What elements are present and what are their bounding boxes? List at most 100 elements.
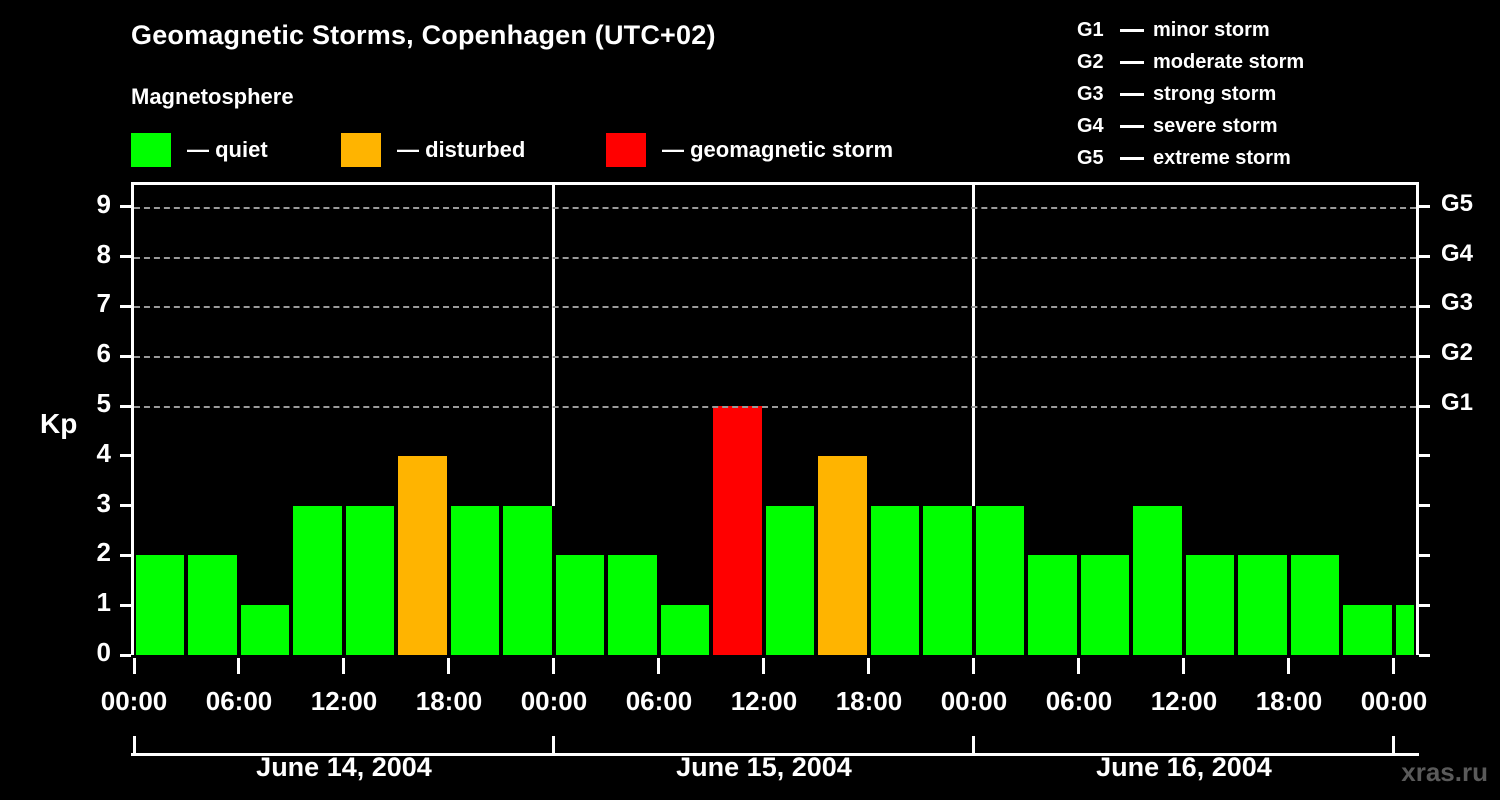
date-label-1: June 15, 2004: [676, 752, 852, 782]
legend-entry-geomagnetic-storm: — geomagnetic storm: [606, 131, 893, 169]
y-tick-3: [120, 504, 131, 508]
y-tick-label-4: 4: [96, 437, 111, 468]
bar-3: [293, 505, 342, 655]
g-axis-label-g4: G4: [1441, 239, 1474, 267]
g-axis-line: [1416, 182, 1419, 655]
x-tick-10: [1182, 658, 1186, 674]
bar-10: [660, 605, 710, 655]
g-legend-dash-icon: [1120, 28, 1144, 32]
g-legend-text: severe storm: [1153, 114, 1278, 137]
gridline-kp-8: [134, 256, 1416, 259]
g-legend-text: moderate storm: [1153, 50, 1305, 73]
g-legend-row-g1: G1 minor storm: [1077, 14, 1304, 46]
y-tick-7: [120, 304, 131, 308]
bar-partial-last: [1395, 605, 1414, 655]
g-legend-text: minor storm: [1153, 18, 1270, 41]
date-labels: June 14, 2004 June 15, 2004 June 16, 2004: [131, 752, 1419, 792]
bar-11: [713, 406, 762, 655]
day-divider-2: [972, 182, 976, 506]
gridline-kp-9: [134, 206, 1416, 209]
g-axis-label-g3: G3: [1441, 289, 1474, 317]
x-axis-labels: 00:00 06:00 12:00 18:00 00:00 06:00 12:00 18:00…: [0, 686, 1500, 720]
y-tick-6: [120, 354, 131, 358]
g-legend-code: G4: [1077, 114, 1104, 137]
bar-9: [608, 555, 657, 655]
y-tick-label-7: 7: [96, 288, 111, 319]
y-tick-label-8: 8: [96, 238, 111, 269]
g-legend-text: strong storm: [1153, 82, 1277, 105]
g-scale-legend: G1 minor storm G2 moderate storm G3 strong st…: [1077, 14, 1304, 174]
bar-18: [1080, 555, 1130, 655]
gridline-kp-7: [134, 306, 1416, 309]
legend-swatch-geomagnetic-storm-icon: [606, 133, 646, 167]
date-bracket-tick-2: [972, 736, 976, 756]
bar-15: [923, 505, 972, 655]
g-legend-row-g3: G3 strong storm: [1077, 78, 1304, 110]
x-tick-6: [762, 658, 766, 674]
x-tick-label-6: 12:00: [730, 686, 798, 716]
x-tick-label-5: 06:00: [625, 686, 693, 716]
x-tick-label-0: 00:00: [100, 686, 168, 716]
y-tick-9: [120, 205, 131, 209]
y-tick-0: [120, 653, 131, 657]
y-tick-label-0: 0: [96, 637, 111, 667]
g-axis-tick-kp-9: [1419, 205, 1430, 209]
g-legend-code: G2: [1077, 50, 1104, 73]
x-tick-label-4: 00:00: [520, 686, 588, 716]
legend-label: — geomagnetic storm: [662, 137, 894, 162]
g-legend-code: G3: [1077, 82, 1104, 105]
g-axis-tick-kp-6: [1419, 354, 1430, 358]
plot-area: 0 1 2 3 4 5 6 7 8 9 G1 G2 G3 G4 G5: [97, 182, 1473, 667]
bar-22: [1290, 555, 1340, 655]
g-legend-text: extreme storm: [1153, 146, 1291, 169]
date-bracket-line: [131, 753, 1419, 756]
g-axis-tick-kp-5: [1419, 404, 1430, 408]
plot-border-top: [131, 182, 1419, 185]
y-tick-label-1: 1: [96, 587, 111, 618]
x-axis-ticks: [131, 658, 1419, 674]
x-tick-3: [447, 658, 451, 674]
y-tick-label-9: 9: [96, 188, 111, 219]
g-axis-label-g2: G2: [1441, 339, 1474, 367]
bar-12: [765, 505, 815, 655]
g-legend-code: G5: [1077, 146, 1104, 169]
y-axis-line: [131, 182, 134, 655]
x-tick-8: [972, 658, 976, 674]
day-divider-1: [552, 182, 556, 506]
g-legend-dash-icon: [1120, 60, 1144, 64]
y-tick-label-5: 5: [96, 388, 111, 419]
g-axis-tick-kp-7: [1419, 304, 1430, 308]
bar-20: [1185, 555, 1235, 655]
g-legend-row-g2: G2 moderate storm: [1077, 46, 1304, 78]
y-tick-4: [120, 454, 131, 458]
gridline-kp-6: [134, 356, 1416, 359]
legend-swatch-quiet-icon: [131, 133, 171, 167]
x-tick-label-11: 18:00: [1255, 686, 1323, 716]
bar-17: [1028, 555, 1077, 655]
g-legend-row-g5: G5 extreme storm: [1077, 142, 1304, 174]
bar-21: [1238, 555, 1287, 655]
g-axis-label-g1: G1: [1441, 389, 1474, 417]
x-tick-label-7: 18:00: [835, 686, 903, 716]
g-axis-tick-kp-3: [1419, 504, 1430, 508]
bar-1: [188, 555, 237, 655]
x-tick-label-10: 12:00: [1150, 686, 1218, 716]
x-tick-2: [342, 658, 346, 674]
bar-7: [503, 505, 552, 655]
g-legend-dash-icon: [1120, 156, 1144, 160]
gridline-kp-5: [134, 406, 1416, 409]
date-label-2: June 16, 2004: [1096, 752, 1272, 782]
g-axis-tick-kp-1: [1419, 603, 1430, 607]
page-title: Geomagnetic Storms, Copenhagen (UTC+02): [131, 20, 716, 50]
y-tick-2: [120, 553, 131, 557]
x-tick-label-1: 06:00: [205, 686, 273, 716]
chart-subtitle: Magnetosphere: [131, 84, 294, 109]
x-tick-0: [132, 658, 136, 674]
x-tick-label-12: 00:00: [1360, 686, 1428, 716]
bar-5: [398, 455, 447, 655]
x-tick-label-8: 00:00: [940, 686, 1008, 716]
x-tick-7: [867, 658, 871, 674]
g-axis-tick-kp-2: [1419, 553, 1430, 557]
y-tick-5: [120, 404, 131, 408]
g-axis-tick-kp-4: [1419, 454, 1430, 458]
